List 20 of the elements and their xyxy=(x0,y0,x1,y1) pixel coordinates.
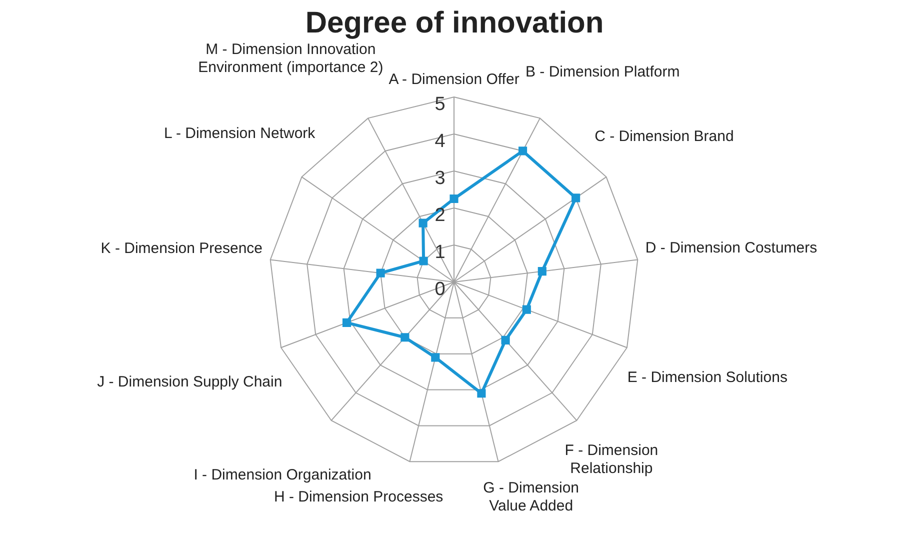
spoke-label: M - Dimension Innovation Environment (importance 2) xyxy=(198,41,384,76)
spoke-label: C - Dimension Brand xyxy=(594,128,734,146)
chart-title: Degree of innovation xyxy=(305,6,604,40)
spoke-label: K - Dimension Presence xyxy=(100,240,263,258)
spoke-label: G - Dimension Value Added xyxy=(483,480,580,515)
spoke-label: L - Dimension Network xyxy=(164,125,316,142)
spoke-label: A - Dimension Offer xyxy=(388,71,520,88)
spoke-label: B - Dimension Platform xyxy=(525,63,680,80)
spoke-label: E - Dimension Solutions xyxy=(627,369,788,386)
y-tick-label: 2 xyxy=(434,205,446,226)
spoke-label: J - Dimension Supply Chain xyxy=(97,373,282,390)
y-tick-label: 5 xyxy=(434,94,446,116)
y-tick-label: 4 xyxy=(434,131,446,152)
y-tick-label: 3 xyxy=(434,168,446,190)
spoke-label: D - Dimension Costumers xyxy=(645,239,818,256)
spoke-label: H - Dimension Processes xyxy=(274,488,444,506)
y-tick-label: 0 xyxy=(434,279,446,300)
spoke-label: F - Dimension Relationship xyxy=(564,442,658,477)
y-tick-label: 1 xyxy=(434,242,446,264)
spoke-label: I - Dimension Organization xyxy=(194,466,372,484)
